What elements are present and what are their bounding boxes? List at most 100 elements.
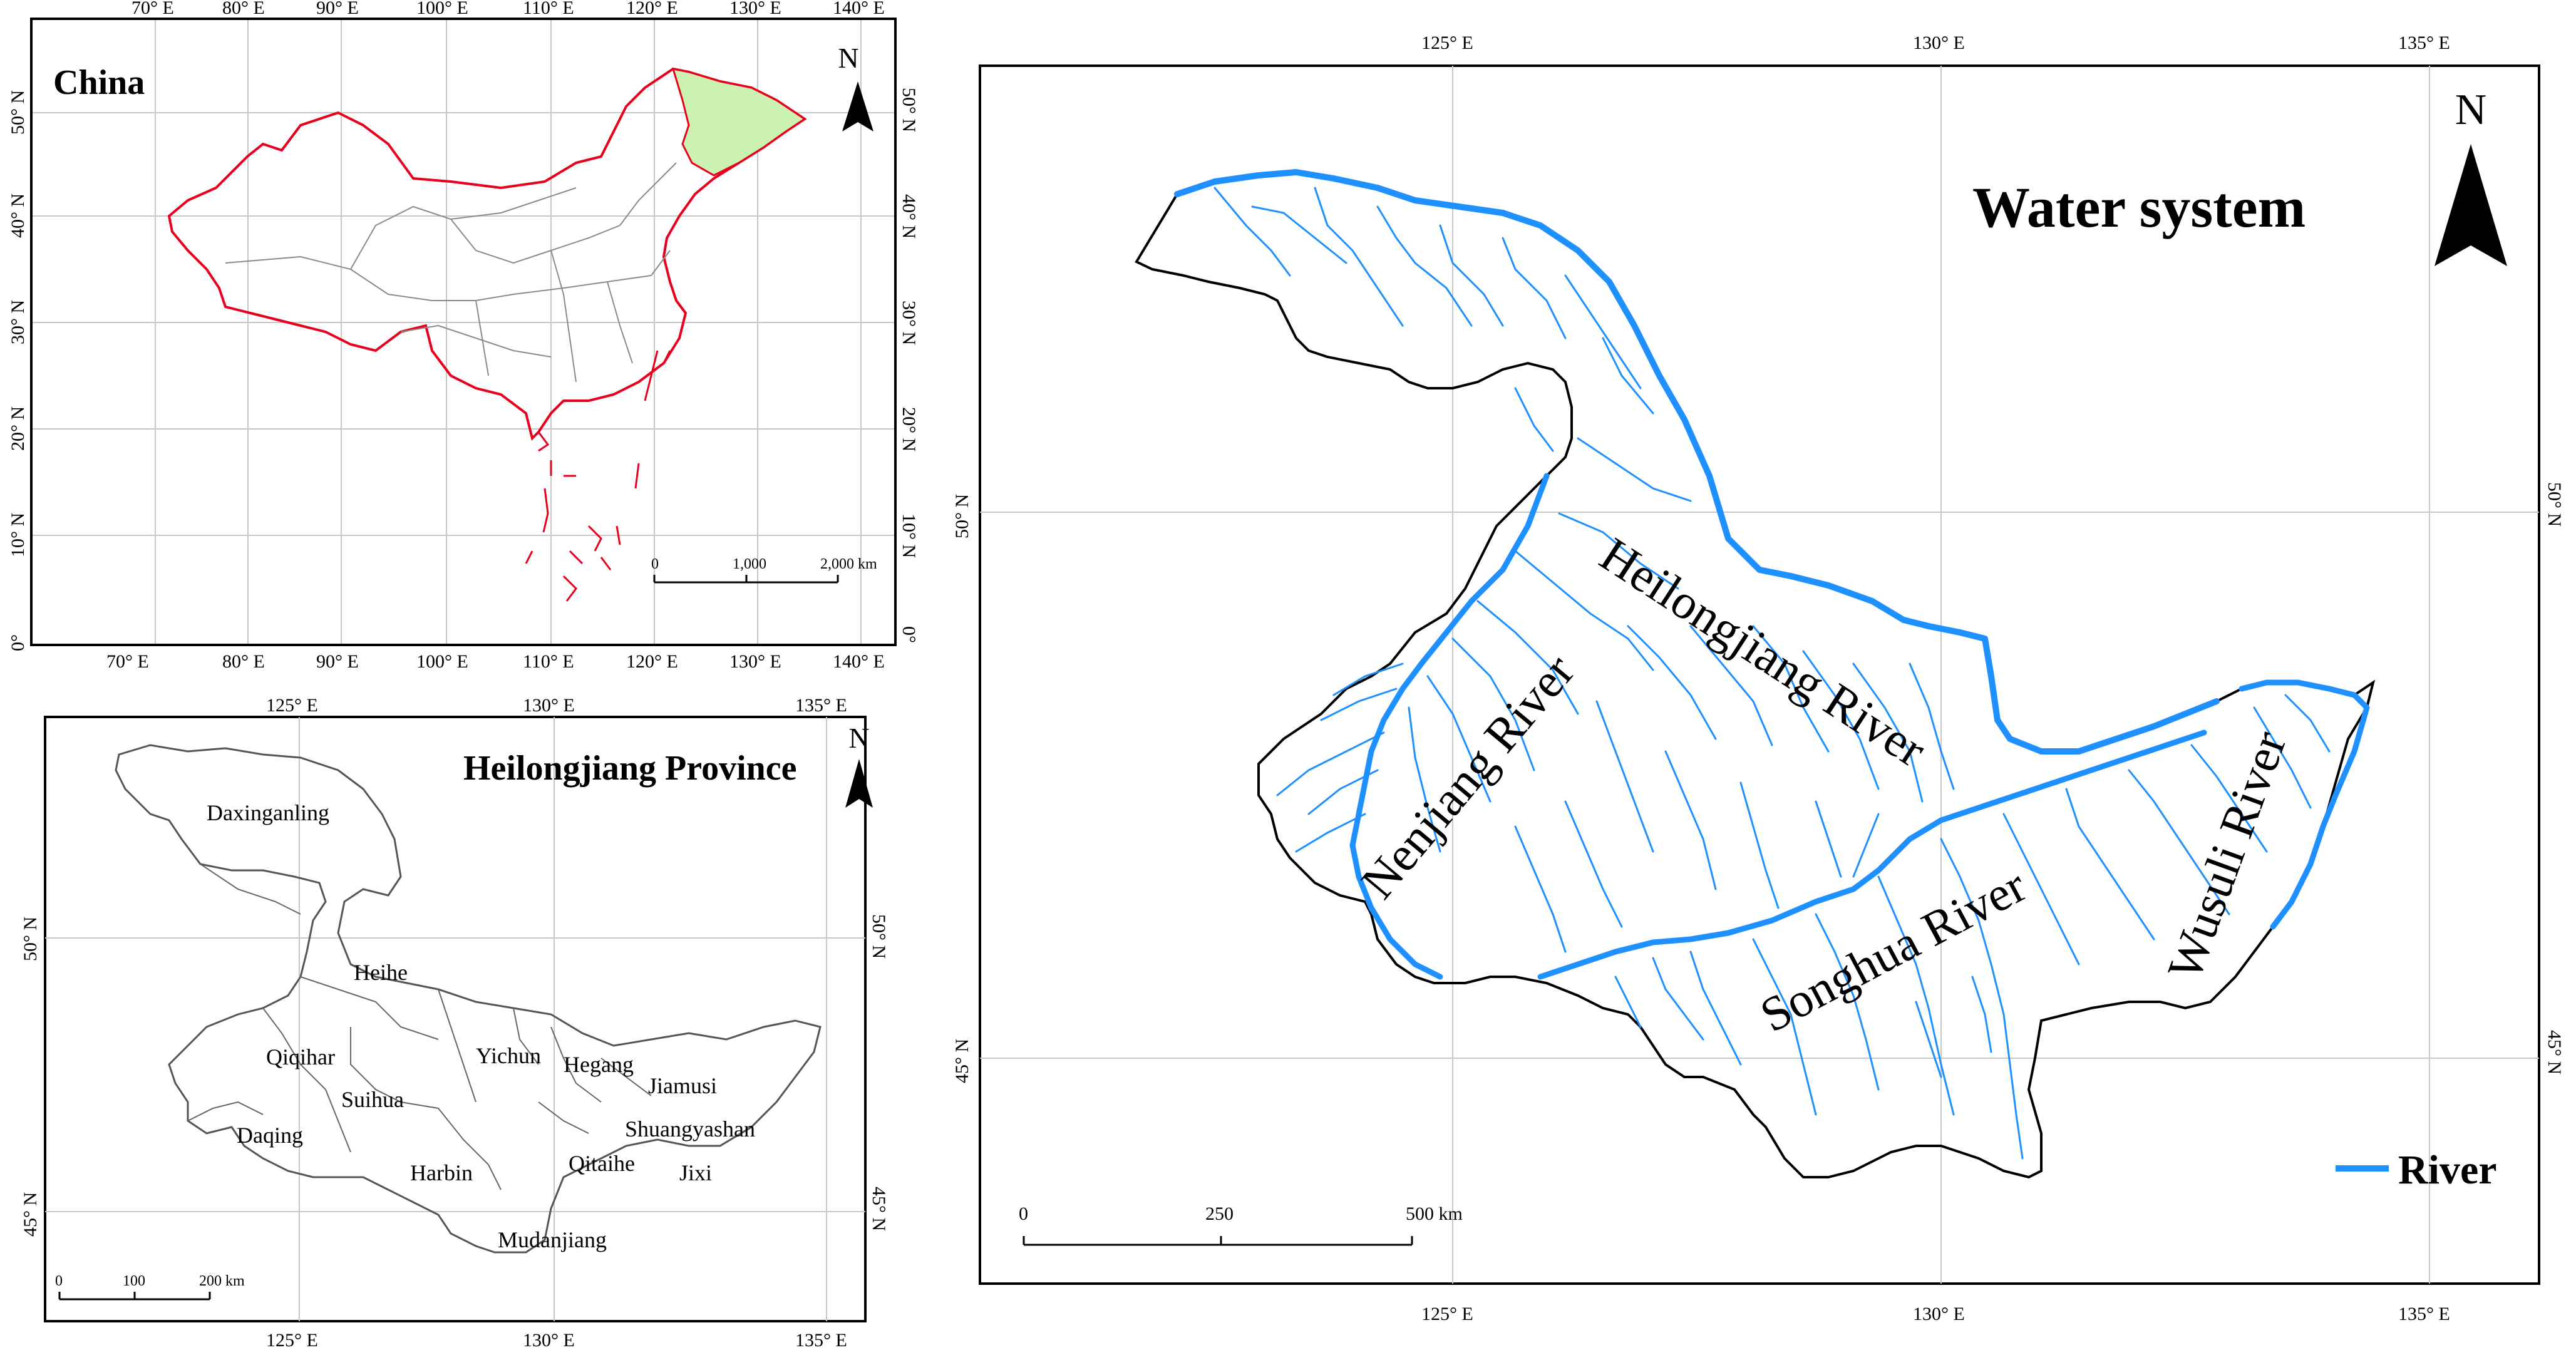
south-china-sea-islands <box>525 350 671 602</box>
lon-tick: 120° E <box>626 651 678 672</box>
china-lon-ticks-top: 70° E 80° E 90° E 100° E 110° E 120° E 1… <box>131 0 885 18</box>
lon-tick: 135° E <box>2398 1304 2450 1324</box>
china-scale-bar: 0 1,000 2,000 km <box>651 556 877 584</box>
lat-tick: 50° N <box>20 917 41 961</box>
city-label-yichun: Yichun <box>476 1043 541 1068</box>
lat-tick: 50° N <box>868 914 889 959</box>
lat-tick: 50° N <box>952 494 972 538</box>
water-scale-bar: 0 250 500 km <box>1019 1203 1463 1246</box>
heilongjiang-river <box>1174 169 2220 755</box>
heilongjiang-outline <box>115 744 822 1254</box>
china-lat-ticks-left: 50° N 40° N 30° N 20° N 10° N 0° <box>8 90 28 651</box>
nenjiang-river <box>1349 473 1550 980</box>
lat-tick: 20° N <box>899 407 919 451</box>
north-label: N <box>838 42 858 74</box>
heilongjiang-scale-bar: 0 100 200 km <box>55 1273 245 1301</box>
lon-tick: 100° E <box>416 0 468 18</box>
lon-tick: 130° E <box>1913 1304 1965 1324</box>
lon-tick: 125° E <box>1421 33 1473 53</box>
lon-tick: 70° E <box>131 0 174 18</box>
lon-tick: 90° E <box>316 651 359 672</box>
china-graticule <box>31 19 895 645</box>
lat-tick: 45° N <box>868 1187 889 1231</box>
heilongjiang-highlight <box>671 68 806 177</box>
lat-tick: 45° N <box>20 1192 41 1237</box>
river-label-wusuli: Wusuli River <box>2156 724 2297 987</box>
north-label: N <box>2455 86 2487 134</box>
water-lon-ticks: 125° E 130° E 135° E 125° E 130° E 135° … <box>1421 33 2450 1324</box>
lon-tick: 130° E <box>523 1330 575 1351</box>
scale-label: 0 <box>1019 1203 1028 1224</box>
north-label: N <box>848 722 869 754</box>
tributaries <box>1213 187 2331 1160</box>
city-label-daqing: Daqing <box>237 1123 303 1148</box>
china-title: China <box>53 63 145 102</box>
city-label-suihua: Suihua <box>341 1087 404 1112</box>
lon-tick: 125° E <box>1421 1304 1473 1324</box>
heilongjiang-north-arrow: N <box>845 722 873 808</box>
lon-tick: 70° E <box>106 651 149 672</box>
heilongjiang-city-borders <box>187 863 652 1190</box>
city-label-qiqihar: Qiqihar <box>266 1044 335 1069</box>
lon-tick: 110° E <box>523 651 574 672</box>
lat-tick: 0° <box>899 626 919 643</box>
lon-tick: 140° E <box>833 651 885 672</box>
river-label-nenjiang: Nenjiang River <box>1350 644 1584 909</box>
city-label-hegang: Hegang <box>564 1052 634 1077</box>
lon-tick: 130° E <box>729 0 781 18</box>
lon-tick: 100° E <box>416 651 468 672</box>
legend-label: River <box>2398 1147 2497 1193</box>
scale-label: 0 <box>651 556 659 572</box>
scale-label: 250 <box>1205 1203 1234 1224</box>
city-label-jiamusi: Jiamusi <box>648 1073 717 1098</box>
lat-tick: 50° N <box>8 90 28 135</box>
lat-tick: 45° N <box>2544 1030 2565 1074</box>
lon-tick: 135° E <box>795 1330 847 1351</box>
lat-tick: 40° N <box>8 193 28 238</box>
water-legend: River <box>2336 1147 2497 1193</box>
lon-tick: 140° E <box>833 0 885 18</box>
scale-label: 0 <box>55 1273 63 1289</box>
lat-tick: 10° N <box>899 513 919 558</box>
water-lat-ticks: 50° N 45° N 50° N 45° N <box>952 482 2565 1083</box>
china-panel: 70° E 80° E 90° E 100° E 110° E 120° E 1… <box>8 0 919 672</box>
scale-label: 100 <box>123 1273 145 1289</box>
wusuli-river <box>2239 679 2370 930</box>
water-north-arrow: N <box>2434 86 2507 266</box>
heilongjiang-frame <box>44 716 867 1322</box>
main-rivers <box>1174 169 2370 980</box>
songhua-river <box>1537 729 2207 980</box>
water-graticule <box>980 66 2539 1284</box>
scale-label: 500 km <box>1406 1203 1463 1224</box>
heilongjiang-panel: 125° E 130° E 135° E 125° E 130° E 135° … <box>20 695 889 1351</box>
china-lat-ticks-right: 50° N 40° N 30° N 20° N 10° N 0° <box>899 88 919 643</box>
lat-tick: 30° N <box>8 300 28 344</box>
lon-tick: 130° E <box>1913 33 1965 53</box>
scale-label: 200 km <box>199 1273 245 1289</box>
water-system-panel: 125° E 130° E 135° E 125° E 130° E 135° … <box>952 33 2565 1324</box>
lon-tick: 135° E <box>2398 33 2450 53</box>
heilongjiang-lat-ticks: 50° N 45° N 50° N 45° N <box>20 914 889 1237</box>
china-north-arrow: N <box>838 42 873 131</box>
lon-tick: 125° E <box>266 1330 318 1351</box>
city-label-jixi: Jixi <box>679 1160 712 1185</box>
lat-tick: 50° N <box>2544 482 2565 527</box>
lat-tick: 40° N <box>899 194 919 239</box>
river-label-heilongjiang: Heilongjiang River <box>1591 527 1936 777</box>
china-frame <box>30 18 897 646</box>
heilongjiang-graticule <box>45 717 865 1321</box>
city-label-qitaihe: Qitaihe <box>569 1151 635 1176</box>
city-label-shuangyashan: Shuangyashan <box>625 1116 755 1141</box>
lon-tick: 90° E <box>316 0 359 18</box>
heilongjiang-city-labels: Daxinganling Heihe Qiqihar Yichun Hegang… <box>207 800 755 1252</box>
lon-tick: 130° E <box>729 651 781 672</box>
china-border <box>167 67 807 441</box>
china-provinces <box>225 162 677 383</box>
lon-tick: 130° E <box>523 695 575 716</box>
scale-label: 1,000 <box>733 556 766 572</box>
heilongjiang-lon-ticks: 125° E 130° E 135° E 125° E 130° E 135° … <box>266 695 847 1351</box>
heilongjiang-title: Heilongjiang Province <box>463 749 797 788</box>
river-label-songhua: Songhua River <box>1751 858 2034 1043</box>
lon-tick: 80° E <box>222 0 265 18</box>
